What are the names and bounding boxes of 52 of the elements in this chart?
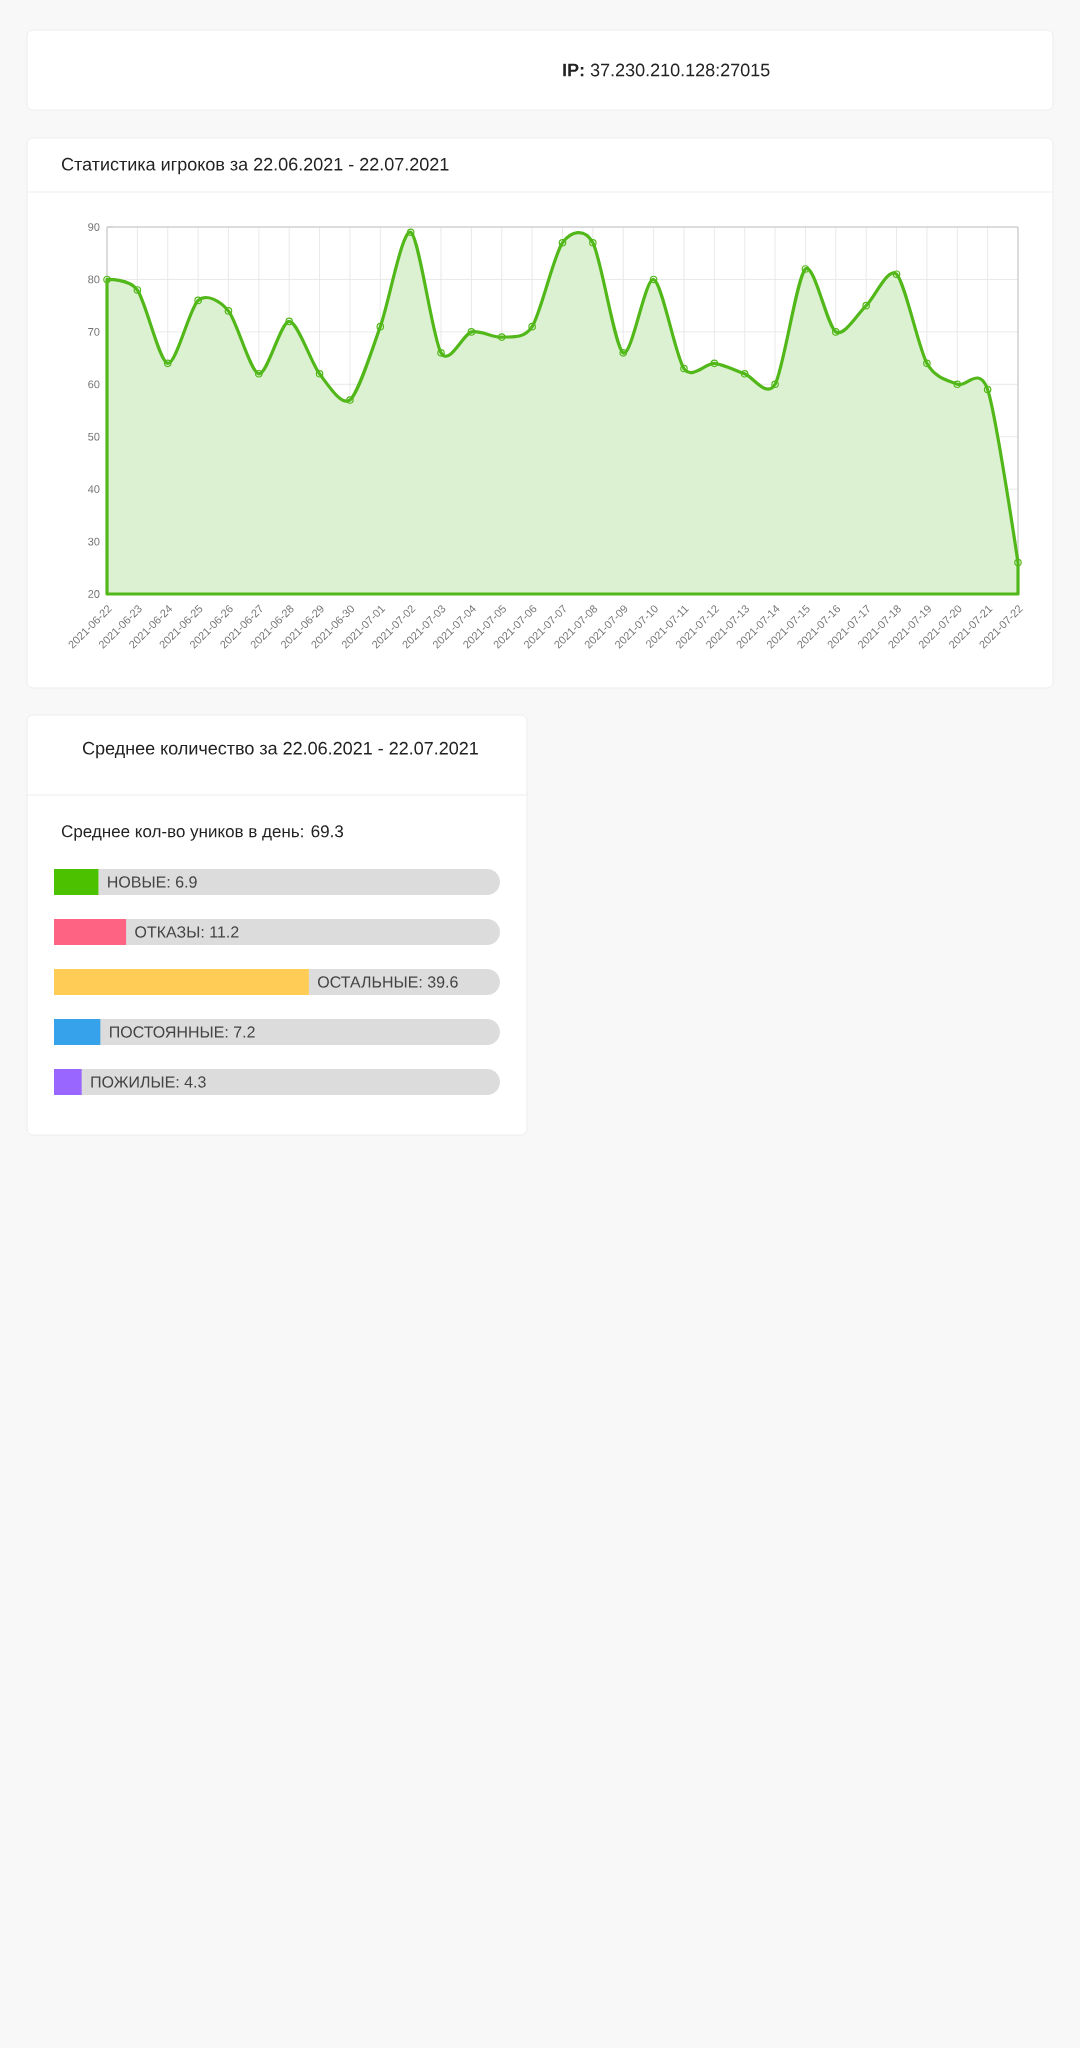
data-label: НОВЫЕ: 6.9	[108, 876, 197, 888]
y-tick-label: 70	[88, 327, 100, 336]
point	[831, 328, 840, 336]
y-tick-label: 90	[88, 223, 100, 231]
bar	[54, 869, 99, 896]
point	[315, 370, 324, 378]
point	[467, 328, 476, 336]
point	[163, 359, 172, 368]
point	[983, 385, 992, 394]
point	[558, 238, 567, 247]
point	[953, 380, 962, 389]
point	[437, 349, 445, 357]
data-label: ОСТАЛЬНЫЕ: 39.6	[318, 976, 458, 988]
bar	[54, 1069, 82, 1096]
y-tick-label: 40	[87, 485, 100, 494]
point	[346, 396, 354, 404]
point	[1014, 558, 1022, 567]
y-tick-label: 60	[88, 380, 100, 389]
y-tick-label: 30	[88, 537, 100, 546]
point	[923, 359, 931, 368]
point	[892, 270, 901, 279]
data-label: ПОЖИЛЫЕ: 4.3	[91, 1076, 206, 1088]
point	[649, 275, 658, 284]
y-tick-label: 20	[88, 590, 100, 598]
chart-subtitle: Среднее кол-во уников в день: 69.3	[61, 825, 344, 841]
point	[862, 301, 870, 310]
point	[740, 370, 749, 378]
data-label: ПОСТОЯННЫЕ: 7.2	[110, 1026, 255, 1038]
point	[376, 322, 385, 331]
y-tick-label: 80	[88, 275, 100, 284]
point	[497, 333, 506, 341]
y-tick-label: 50	[88, 432, 100, 441]
point	[801, 265, 810, 273]
point	[619, 349, 628, 357]
point	[285, 317, 293, 326]
point	[194, 296, 202, 305]
chart-title: Статистика игроков за 22.06.2021 - 22.07.2021	[61, 157, 449, 175]
bar	[54, 1019, 101, 1046]
point	[771, 380, 779, 389]
point	[103, 275, 111, 284]
point	[406, 228, 415, 237]
point	[710, 359, 719, 368]
point	[528, 322, 536, 331]
bar	[54, 919, 127, 946]
point	[133, 286, 142, 294]
data-label: ОТКАЗЫ: 11.2	[135, 926, 239, 938]
text: IP: 37.230.210.128:27015	[563, 63, 770, 77]
point	[589, 238, 597, 247]
point	[224, 307, 233, 315]
point	[255, 370, 263, 378]
point	[680, 364, 688, 373]
chart-title: Среднее количество за 22.06.2021 - 22.07.2021	[82, 741, 478, 759]
